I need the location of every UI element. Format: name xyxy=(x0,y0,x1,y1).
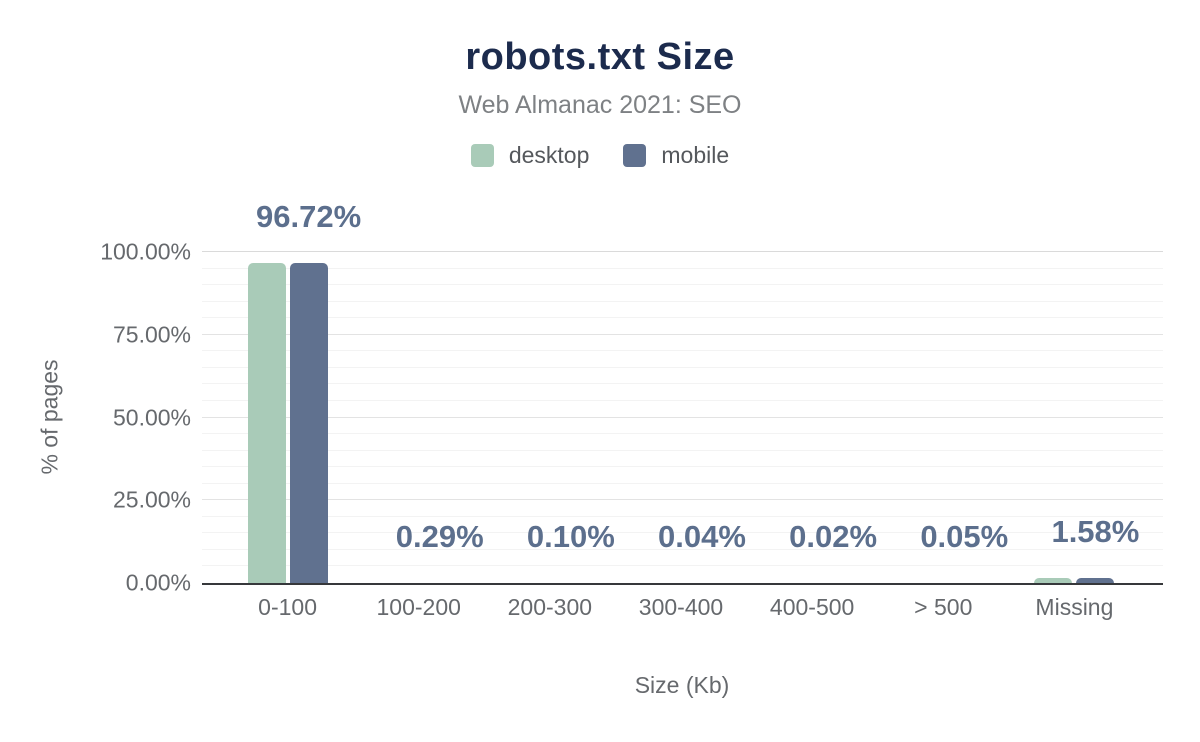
category-band-0-100: 96.72% xyxy=(222,201,361,583)
y-tick: 25.00% xyxy=(112,486,191,513)
gridline-minor xyxy=(202,317,1163,319)
data-label: 0.10% xyxy=(526,519,615,554)
gridline-minor xyxy=(202,399,1163,401)
gridline-minor xyxy=(202,548,1163,550)
bar-group xyxy=(1034,577,1115,583)
chart-title: robots.txt Size xyxy=(465,36,735,78)
x-axis-title: Size (Kb) xyxy=(634,672,730,698)
legend: desktop mobile xyxy=(0,142,1200,169)
x-tick: Missing xyxy=(1035,594,1114,620)
gridline-minor xyxy=(202,366,1163,368)
x-tick: > 500 xyxy=(914,594,973,620)
gridline-minor xyxy=(202,350,1163,352)
data-label: 0.29% xyxy=(395,519,484,554)
category-band-> 500: 0.05% xyxy=(878,252,1009,583)
gridline-minor xyxy=(202,466,1163,468)
category-band-200-300: 0.10% xyxy=(484,252,615,583)
gridline-minor xyxy=(202,482,1163,484)
x-tick: 0-100 xyxy=(258,594,317,620)
x-tick: 400-500 xyxy=(769,594,855,620)
data-label: 1.58% xyxy=(1051,513,1140,549)
gridline-minor xyxy=(202,532,1163,534)
category-band-100-200: 0.29% xyxy=(353,252,484,583)
gridline-minor xyxy=(202,284,1163,286)
y-tick: 75.00% xyxy=(112,321,191,348)
x-tick: 100-200 xyxy=(376,594,461,620)
bar-mobile xyxy=(289,262,328,583)
bar-group xyxy=(247,262,328,583)
legend-label: mobile xyxy=(661,142,730,168)
category-band-Missing: 1.58% xyxy=(1009,252,1140,583)
plot-area: 96.72% 0.29% 0.10% 0.04% 0.02% 0.05% 1.58% xyxy=(202,201,1163,585)
gridline-minor xyxy=(202,300,1163,302)
bar-desktop xyxy=(247,262,286,583)
legend-item-desktop[interactable]: desktop xyxy=(470,142,590,169)
chart-subtitle: Web Almanac 2021: SEO xyxy=(458,91,742,119)
legend-swatch-mobile xyxy=(623,144,647,167)
legend-item-mobile[interactable]: mobile xyxy=(623,142,729,169)
bar-bands: 96.72% 0.29% 0.10% 0.04% 0.02% 0.05% 1.58% xyxy=(222,201,1140,583)
x-axis-ticks: 0-100 100-200 200-300 300-400 400-500 > 500 Mi… xyxy=(222,594,1140,621)
gridline-minor xyxy=(202,433,1163,435)
gridline-minor xyxy=(202,515,1163,517)
gridline-major xyxy=(202,333,1163,335)
legend-label: desktop xyxy=(508,142,590,168)
gridline-minor xyxy=(202,449,1163,451)
gridline-minor xyxy=(202,383,1163,385)
data-label: 0.05% xyxy=(920,519,1009,554)
x-tick: 300-400 xyxy=(638,594,724,620)
category-band-400-500: 0.02% xyxy=(747,252,878,583)
x-tick: 200-300 xyxy=(507,594,593,620)
gridline-major xyxy=(202,416,1163,418)
gridline-minor xyxy=(202,267,1163,269)
gridline-major xyxy=(202,251,1163,252)
legend-swatch-desktop xyxy=(470,144,494,167)
gridline-major xyxy=(202,499,1163,501)
y-tick: 0.00% xyxy=(125,569,191,596)
gridline-minor xyxy=(202,565,1163,567)
data-label: 0.04% xyxy=(658,519,746,554)
data-label: 96.72% xyxy=(255,198,362,234)
y-tick: 100.00% xyxy=(100,238,191,265)
bar-desktop xyxy=(1034,577,1073,583)
bar-mobile xyxy=(1076,577,1115,583)
category-band-300-400: 0.04% xyxy=(615,252,746,583)
data-label: 0.02% xyxy=(789,519,878,554)
y-tick: 50.00% xyxy=(112,404,191,430)
